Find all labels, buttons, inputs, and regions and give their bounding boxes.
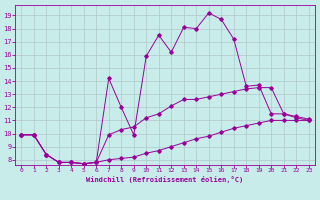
X-axis label: Windchill (Refroidissement éolien,°C): Windchill (Refroidissement éolien,°C) xyxy=(86,176,244,183)
